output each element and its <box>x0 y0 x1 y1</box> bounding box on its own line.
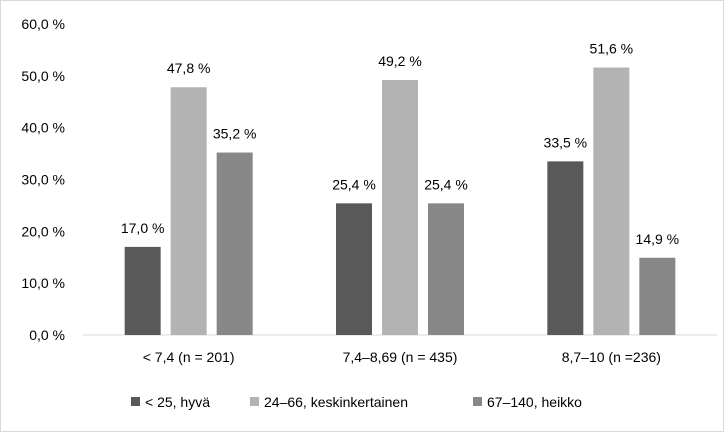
x-tick-label: < 7,4 (n = 201) <box>143 349 235 365</box>
y-tick-label: 20,0 % <box>21 223 65 239</box>
bar <box>336 203 372 335</box>
y-tick-label: 0,0 % <box>29 327 65 343</box>
legend-swatch <box>250 397 259 406</box>
y-tick-label: 50,0 % <box>21 68 65 84</box>
y-tick-label: 10,0 % <box>21 275 65 291</box>
data-label: 47,8 % <box>167 60 211 76</box>
data-label: 49,2 % <box>378 53 422 69</box>
data-label: 25,4 % <box>332 176 376 192</box>
data-label: 14,9 % <box>636 231 680 247</box>
data-label: 51,6 % <box>590 41 634 57</box>
legend-swatch <box>473 397 482 406</box>
bar <box>547 161 584 335</box>
legend-label: 24–66, keskinkertainen <box>264 394 408 410</box>
bar <box>216 152 253 335</box>
data-label: 25,4 % <box>424 176 468 192</box>
legend-swatch <box>131 397 140 406</box>
data-label: 33,5 % <box>544 134 588 150</box>
x-tick-label: 7,4–8,69 (n = 435) <box>343 349 458 365</box>
data-label: 17,0 % <box>121 220 165 236</box>
y-tick-label: 40,0 % <box>21 120 65 136</box>
legend: < 25, hyvä 24–66, keskinkertainen 67–140, … <box>131 394 582 410</box>
bar <box>428 203 464 335</box>
legend-label: 67–140, heikko <box>487 394 582 410</box>
y-tick-label: 60,0 % <box>21 16 65 32</box>
data-label: 35,2 % <box>213 126 257 142</box>
x-tick-label: 8,7–10 (n =236) <box>562 349 661 365</box>
bar <box>639 257 676 335</box>
bars: 17,0 % 47,8 % 35,2 % 25,4 % 49,2 % 25,4 % 33,5… <box>121 41 679 335</box>
bar <box>124 246 161 335</box>
bar <box>170 87 207 335</box>
bar <box>593 67 630 335</box>
y-tick-label: 30,0 % <box>21 172 65 188</box>
legend-label: < 25, hyvä <box>145 394 210 410</box>
bar <box>382 79 418 335</box>
